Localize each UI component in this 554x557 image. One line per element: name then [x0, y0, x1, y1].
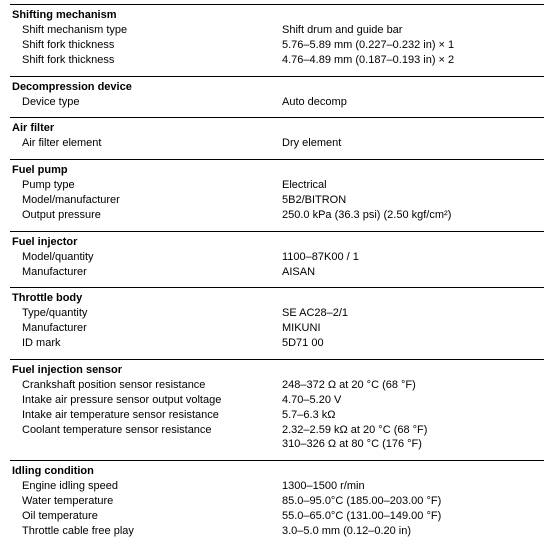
spec-value: Dry element: [282, 136, 544, 151]
spec-value: Electrical: [282, 178, 544, 193]
spec-value: 4.70–5.20 V: [282, 393, 544, 408]
spec-row: Pump typeElectrical: [10, 178, 544, 193]
spec-row: Shift fork thickness5.76–5.89 mm (0.227–…: [10, 38, 544, 53]
spec-label: Shift mechanism type: [22, 23, 282, 38]
section-title: Fuel injector: [10, 236, 544, 250]
spec-label: Throttle cable free play: [22, 524, 282, 539]
spec-row: Shift mechanism typeShift drum and guide…: [10, 23, 544, 38]
spec-section: Fuel injectorModel/quantity1100–87K00 / …: [10, 231, 544, 288]
spec-label: Device type: [22, 95, 282, 110]
spec-section: Air filterAir filter elementDry element: [10, 117, 544, 159]
spec-row: Throttle cable free play3.0–5.0 mm (0.12…: [10, 524, 544, 539]
spec-row: Device typeAuto decomp: [10, 95, 544, 110]
spec-value: SE AC28–2/1: [282, 306, 544, 321]
spec-label: Manufacturer: [22, 265, 282, 280]
spec-section: Fuel pumpPump typeElectricalModel/manufa…: [10, 159, 544, 231]
section-title: Fuel injection sensor: [10, 364, 544, 378]
spec-value: Auto decomp: [282, 95, 544, 110]
spec-row: Model/quantity1100–87K00 / 1: [10, 250, 544, 265]
spec-row: Model/manufacturer5B2/BITRON: [10, 193, 544, 208]
spec-row: ManufacturerAISAN: [10, 265, 544, 280]
spec-label: Oil temperature: [22, 509, 282, 524]
spec-row: Crankshaft position sensor resistance248…: [10, 378, 544, 393]
section-title: Shifting mechanism: [10, 9, 544, 23]
spec-label: Crankshaft position sensor resistance: [22, 378, 282, 393]
spec-row: Engine idling speed1300–1500 r/min: [10, 479, 544, 494]
spec-value: 5B2/BITRON: [282, 193, 544, 208]
section-title: Idling condition: [10, 465, 544, 479]
spec-label: Model/quantity: [22, 250, 282, 265]
spec-row: Air filter elementDry element: [10, 136, 544, 151]
spec-value: 310–326 Ω at 80 °C (176 °F): [282, 437, 544, 452]
spec-label: Shift fork thickness: [22, 53, 282, 68]
spec-label: Manufacturer: [22, 321, 282, 336]
section-title: Air filter: [10, 122, 544, 136]
spec-label: [22, 437, 282, 452]
spec-label: Intake air pressure sensor output voltag…: [22, 393, 282, 408]
spec-section: Throttle bodyType/quantitySE AC28–2/1Man…: [10, 287, 544, 359]
spec-value: 55.0–65.0°C (131.00–149.00 °F): [282, 509, 544, 524]
spec-label: Output pressure: [22, 208, 282, 223]
spec-row: Shift fork thickness4.76–4.89 mm (0.187–…: [10, 53, 544, 68]
section-title: Decompression device: [10, 81, 544, 95]
spec-row: ID mark5D71 00: [10, 336, 544, 351]
spec-label: Type/quantity: [22, 306, 282, 321]
section-title: Throttle body: [10, 292, 544, 306]
spec-section: Decompression deviceDevice typeAuto deco…: [10, 76, 544, 118]
spec-row: Water temperature85.0–95.0°C (185.00–203…: [10, 494, 544, 509]
spec-label: Coolant temperature sensor resistance: [22, 423, 282, 438]
spec-section: Idling conditionEngine idling speed1300–…: [10, 460, 544, 546]
spec-value: 5.7–6.3 kΩ: [282, 408, 544, 423]
section-title: Fuel pump: [10, 164, 544, 178]
spec-table: Shifting mechanismShift mechanism typeSh…: [0, 0, 554, 557]
spec-row: Oil temperature55.0–65.0°C (131.00–149.0…: [10, 509, 544, 524]
spec-section: Shifting mechanismShift mechanism typeSh…: [10, 4, 544, 76]
spec-row: Type/quantitySE AC28–2/1: [10, 306, 544, 321]
spec-value: 3.0–5.0 mm (0.12–0.20 in): [282, 524, 544, 539]
spec-row: Coolant temperature sensor resistance2.3…: [10, 423, 544, 438]
spec-label: ID mark: [22, 336, 282, 351]
spec-value: 5D71 00: [282, 336, 544, 351]
spec-row: 310–326 Ω at 80 °C (176 °F): [10, 437, 544, 452]
spec-label: Model/manufacturer: [22, 193, 282, 208]
spec-value: Shift drum and guide bar: [282, 23, 544, 38]
spec-label: Engine idling speed: [22, 479, 282, 494]
spec-value: 1300–1500 r/min: [282, 479, 544, 494]
spec-section: Fuel injection sensorCrankshaft position…: [10, 359, 544, 460]
spec-row: Intake air temperature sensor resistance…: [10, 408, 544, 423]
spec-label: Intake air temperature sensor resistance: [22, 408, 282, 423]
spec-value: 5.76–5.89 mm (0.227–0.232 in) × 1: [282, 38, 544, 53]
spec-label: Air filter element: [22, 136, 282, 151]
spec-value: AISAN: [282, 265, 544, 280]
spec-value: 248–372 Ω at 20 °C (68 °F): [282, 378, 544, 393]
spec-row: ManufacturerMIKUNI: [10, 321, 544, 336]
spec-value: 250.0 kPa (36.3 psi) (2.50 kgf/cm²): [282, 208, 544, 223]
spec-value: MIKUNI: [282, 321, 544, 336]
spec-value: 85.0–95.0°C (185.00–203.00 °F): [282, 494, 544, 509]
spec-label: Shift fork thickness: [22, 38, 282, 53]
spec-label: Water temperature: [22, 494, 282, 509]
spec-value: 4.76–4.89 mm (0.187–0.193 in) × 2: [282, 53, 544, 68]
spec-row: Output pressure250.0 kPa (36.3 psi) (2.5…: [10, 208, 544, 223]
spec-value: 1100–87K00 / 1: [282, 250, 544, 265]
spec-label: Pump type: [22, 178, 282, 193]
spec-value: 2.32–2.59 kΩ at 20 °C (68 °F): [282, 423, 544, 438]
spec-row: Intake air pressure sensor output voltag…: [10, 393, 544, 408]
